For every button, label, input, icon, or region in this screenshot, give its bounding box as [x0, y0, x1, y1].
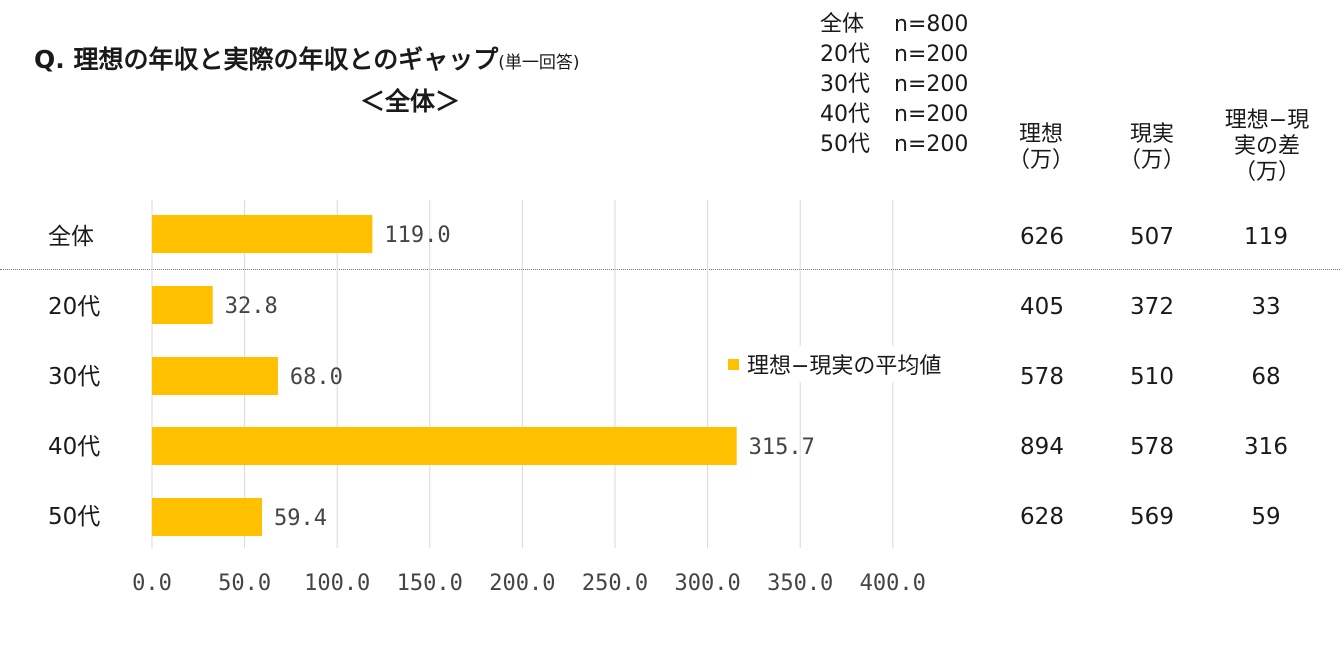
- header-diff: 理想−現 実の差 （万）: [1212, 108, 1322, 186]
- chart-title: Q. 理想の年収と実際の年収とのギャップ(単一回答): [34, 40, 579, 76]
- header-actual-line: 現実: [1129, 122, 1174, 147]
- chart-title-note: (単一回答): [498, 53, 580, 73]
- row-label: 40代: [48, 434, 101, 460]
- data-label: 315.7: [749, 435, 815, 460]
- x-tick-label: 400.0: [860, 571, 926, 596]
- sample-row: 50代 n=200: [820, 130, 968, 160]
- sample-n: n=800: [894, 12, 969, 37]
- sample-row: 30代 n=200: [820, 70, 968, 100]
- header-actual: 現実 （万）: [1097, 122, 1207, 174]
- data-label: 59.4: [274, 506, 327, 531]
- cell-actual: 507: [1130, 224, 1174, 250]
- cell-ideal: 626: [1020, 224, 1064, 250]
- x-tick-label: 100.0: [304, 571, 370, 596]
- legend-swatch: [728, 358, 739, 370]
- row-label: 20代: [48, 294, 101, 320]
- header-actual-unit: （万）: [1118, 148, 1185, 173]
- x-tick-label: 200.0: [489, 571, 555, 596]
- x-tick-label: 300.0: [674, 571, 740, 596]
- sample-group: 30代: [820, 72, 870, 97]
- sample-row: 全体 n=800: [820, 10, 968, 40]
- cell-ideal: 628: [1020, 504, 1064, 530]
- header-ideal-line: 理想: [1018, 122, 1063, 147]
- sample-group: 50代: [820, 132, 870, 157]
- cell-diff: 316: [1244, 434, 1288, 460]
- bar: [152, 215, 373, 253]
- sample-row: 20代 n=200: [820, 40, 968, 70]
- data-label: 119.0: [384, 223, 450, 248]
- chart-legend: 理想−現実の平均値: [724, 346, 946, 382]
- sample-group: 40代: [820, 102, 870, 127]
- header-diff-line1: 理想−現: [1224, 108, 1310, 133]
- bar: [152, 498, 263, 536]
- legend-label: 理想−現実の平均値: [747, 354, 942, 379]
- cell-actual: 510: [1130, 364, 1174, 390]
- sample-n: n=200: [894, 102, 969, 127]
- sample-group: 全体: [820, 12, 865, 37]
- bar: [152, 357, 278, 395]
- bar: [152, 427, 737, 465]
- data-label: 68.0: [290, 365, 343, 390]
- sample-group: 20代: [820, 42, 870, 67]
- x-tick-label: 50.0: [218, 571, 271, 596]
- x-tick-label: 350.0: [767, 571, 833, 596]
- x-tick-label: 0.0: [132, 571, 172, 596]
- cell-ideal: 894: [1020, 434, 1064, 460]
- chart-subtitle: ＜全体＞: [360, 87, 461, 116]
- header-diff-unit: （万）: [1233, 160, 1300, 185]
- cell-ideal: 578: [1020, 364, 1064, 390]
- sample-n: n=200: [894, 132, 969, 157]
- row-divider: [0, 269, 1340, 270]
- cell-diff: 33: [1251, 294, 1281, 320]
- sample-row: 40代 n=200: [820, 100, 968, 130]
- row-label: 30代: [48, 364, 101, 390]
- header-ideal: 理想 （万）: [986, 122, 1096, 174]
- cell-actual: 372: [1130, 294, 1174, 320]
- header-diff-line2: 実の差: [1233, 134, 1300, 159]
- header-ideal-unit: （万）: [1007, 148, 1074, 173]
- cell-diff: 68: [1251, 364, 1281, 390]
- sample-size-list: 全体 n=800 20代 n=200 30代 n=200 40代 n=200 50代 n=…: [820, 10, 968, 160]
- sample-n: n=200: [894, 72, 969, 97]
- x-tick-label: 150.0: [397, 571, 463, 596]
- cell-actual: 578: [1130, 434, 1174, 460]
- x-tick-label: 250.0: [582, 571, 648, 596]
- row-label: 全体: [48, 224, 94, 250]
- cell-diff: 119: [1244, 224, 1288, 250]
- data-label: 32.8: [225, 294, 278, 319]
- chart-title-main: Q. 理想の年収と実際の年収とのギャップ: [34, 45, 499, 74]
- cell-actual: 569: [1130, 504, 1174, 530]
- row-label: 50代: [48, 504, 101, 530]
- bar: [152, 286, 213, 324]
- cell-ideal: 405: [1020, 294, 1064, 320]
- sample-n: n=200: [894, 42, 969, 67]
- cell-diff: 59: [1251, 504, 1281, 530]
